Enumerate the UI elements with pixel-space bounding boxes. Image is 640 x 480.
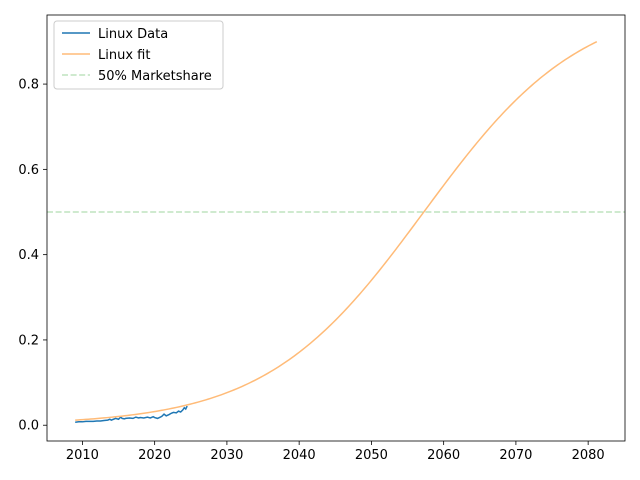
series-line-data [75, 405, 188, 423]
x-tick-label: 2040 [283, 448, 316, 463]
legend-box [53, 20, 224, 90]
y-tick-label: 0.2 [18, 333, 39, 348]
x-tick-label: 2050 [355, 448, 388, 463]
x-tick-label: 2070 [499, 448, 532, 463]
legend-label-0: Linux Data [98, 27, 168, 42]
axes: 2010 2020 2030 2040 2050 2060 2070 2080 0.0 0.2 0.… [18, 14, 626, 463]
series-line-fit [75, 40, 598, 421]
y-tick-label: 0.6 [18, 163, 39, 178]
plot-area [47, 40, 625, 423]
x-tick-label: 2030 [210, 448, 243, 463]
x-tick-label: 2010 [66, 448, 99, 463]
y-tick-label: 0.4 [18, 248, 39, 263]
x-tick-label: 2080 [572, 448, 605, 463]
y-tick-label: 0.8 [18, 78, 39, 93]
legend-label-1: Linux fit [98, 48, 150, 63]
axes-frame [46, 14, 626, 442]
legend-label-2: 50% Marketshare [98, 69, 212, 84]
x-tick-label: 2020 [138, 448, 171, 463]
legend: Linux Data Linux fit 50% Marketshare [53, 20, 224, 90]
x-tick-label: 2060 [427, 448, 460, 463]
y-tick-label: 0.0 [18, 419, 39, 434]
